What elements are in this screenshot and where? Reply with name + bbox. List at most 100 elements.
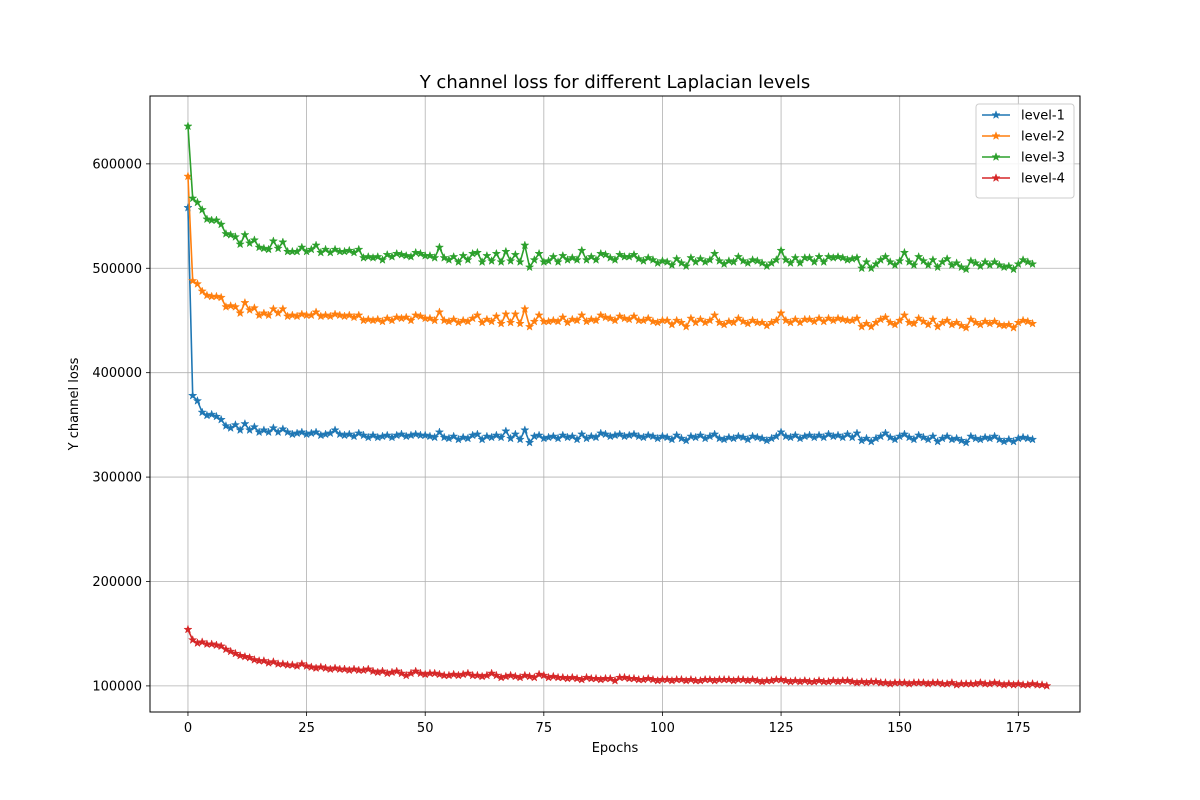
data-point	[273, 243, 283, 253]
data-point	[187, 275, 198, 285]
data-point	[600, 429, 611, 439]
data-point	[695, 314, 706, 324]
data-point	[861, 433, 872, 443]
data-point	[596, 310, 606, 320]
data-point	[885, 317, 895, 327]
data-point	[311, 427, 321, 437]
data-point	[747, 315, 758, 325]
data-point	[956, 435, 967, 445]
legend-label: level-3	[1021, 151, 1065, 166]
data-point	[648, 674, 658, 684]
data-point	[491, 430, 502, 440]
data-point	[548, 251, 559, 261]
data-point	[382, 313, 392, 323]
data-point	[586, 251, 596, 261]
data-point	[429, 252, 440, 262]
x-tick-label: 50	[417, 721, 434, 736]
data-point	[695, 253, 706, 263]
data-point	[899, 310, 910, 320]
data-point	[363, 251, 373, 261]
data-point	[596, 428, 606, 438]
data-point	[823, 251, 834, 261]
data-point	[539, 670, 549, 680]
data-point	[482, 250, 492, 260]
data-point	[804, 430, 815, 440]
data-point	[354, 310, 364, 320]
data-point	[923, 260, 933, 270]
data-point	[249, 654, 260, 664]
data-point	[382, 249, 392, 259]
series-level-2	[183, 171, 1038, 332]
data-point	[714, 317, 725, 327]
data-point	[724, 256, 734, 265]
data-point	[501, 246, 511, 256]
data-point	[966, 314, 976, 324]
data-point	[724, 432, 734, 442]
data-point	[425, 250, 435, 260]
data-point	[947, 677, 957, 687]
grid	[150, 96, 1080, 712]
data-point	[885, 257, 895, 267]
data-point	[491, 311, 502, 321]
legend-marker	[991, 152, 1001, 162]
data-point	[1023, 433, 1033, 443]
data-point	[230, 648, 241, 658]
data-point	[330, 425, 340, 435]
data-point	[567, 252, 578, 262]
data-point	[496, 257, 506, 267]
data-point	[662, 257, 672, 267]
series-level-4	[183, 624, 1052, 690]
data-point	[671, 253, 682, 263]
data-point	[240, 297, 250, 307]
data-point	[534, 248, 544, 258]
data-point	[377, 254, 388, 264]
series-level-3	[183, 121, 1038, 274]
data-point	[1018, 315, 1028, 325]
data-point	[406, 315, 416, 325]
data-point	[790, 252, 801, 262]
data-point	[615, 249, 625, 259]
data-point	[852, 428, 862, 438]
data-point	[733, 251, 744, 261]
data-point	[477, 257, 487, 267]
data-point	[586, 431, 596, 441]
data-point	[225, 300, 236, 310]
x-tick-label: 25	[298, 721, 315, 736]
data-point	[833, 430, 843, 440]
data-point	[728, 257, 739, 267]
data-point	[733, 431, 744, 441]
data-point	[259, 425, 269, 435]
data-point	[629, 249, 639, 259]
data-point	[505, 670, 516, 680]
data-point	[709, 310, 720, 320]
data-point	[316, 662, 326, 672]
data-point	[259, 243, 269, 253]
data-point	[548, 671, 559, 681]
data-point	[434, 307, 445, 317]
data-point	[534, 430, 544, 440]
data-point	[913, 430, 924, 440]
data-point	[548, 315, 559, 325]
data-point	[230, 419, 241, 429]
data-point	[354, 428, 364, 438]
data-point	[282, 427, 293, 437]
data-point	[301, 661, 312, 671]
data-point	[330, 309, 340, 319]
data-point	[567, 431, 578, 441]
data-point	[221, 228, 231, 238]
data-point	[206, 409, 217, 419]
data-point	[410, 666, 421, 676]
data-point	[1027, 318, 1038, 328]
data-point	[515, 434, 525, 444]
data-point	[472, 310, 483, 320]
data-point	[966, 431, 976, 441]
data-point	[197, 286, 207, 296]
data-point	[230, 301, 241, 311]
data-point	[980, 257, 990, 267]
data-point	[486, 255, 497, 265]
x-tick-label: 100	[650, 721, 675, 736]
data-point	[781, 315, 791, 325]
data-point	[686, 674, 696, 684]
data-point	[894, 315, 905, 325]
data-point	[410, 247, 421, 257]
